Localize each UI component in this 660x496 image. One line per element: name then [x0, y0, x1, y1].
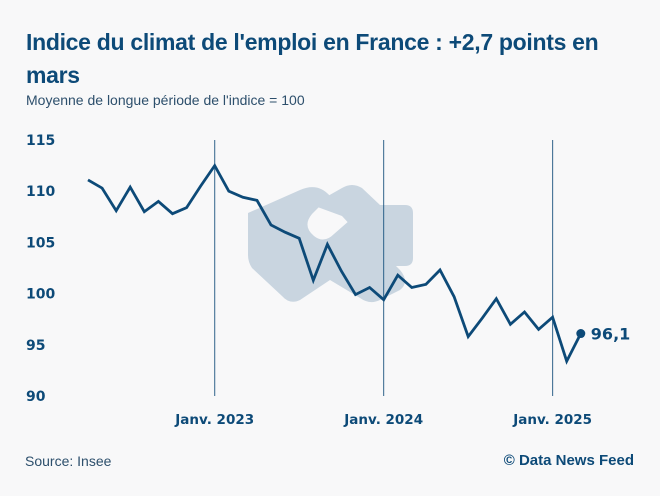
x-tick-label: Janv. 2024 — [343, 412, 423, 428]
data-point — [87, 179, 89, 181]
data-point — [270, 224, 272, 226]
data-point — [411, 286, 413, 288]
series-line — [87, 162, 583, 365]
data-point — [312, 279, 314, 281]
data-point — [298, 237, 300, 239]
last-value-label: 96,1 — [591, 325, 630, 344]
x-tick-label: Janv. 2023 — [174, 412, 254, 428]
data-point — [171, 213, 173, 215]
credit-note: © Data News Feed — [503, 452, 634, 469]
data-point — [284, 231, 286, 233]
data-point — [214, 164, 216, 166]
data-point — [185, 206, 187, 208]
data-point — [382, 299, 384, 301]
data-point — [101, 187, 103, 189]
data-point — [199, 185, 201, 187]
data-point — [354, 293, 356, 295]
last-value-dot — [576, 329, 586, 339]
chart-title: Indice du climat de l'emploi en France :… — [26, 29, 599, 88]
source-note: Source: Insee — [25, 453, 112, 469]
handshake-icon — [248, 185, 413, 303]
data-point — [340, 270, 342, 272]
y-tick-label: 105 — [26, 235, 55, 251]
data-point — [481, 317, 483, 319]
data-point — [467, 335, 469, 337]
data-point — [115, 209, 117, 211]
data-point — [143, 210, 145, 212]
data-point — [326, 243, 328, 245]
y-tick-label: 90 — [26, 389, 46, 405]
chart-subtitle: Moyenne de longue période de l'indice = … — [26, 92, 305, 108]
y-tick-label: 110 — [26, 184, 55, 200]
data-point — [537, 328, 539, 330]
data-point — [397, 274, 399, 276]
y-tick-label: 95 — [26, 338, 45, 354]
data-point — [509, 323, 511, 325]
x-tick-label: Janv. 2025 — [512, 412, 592, 428]
data-point — [129, 186, 131, 188]
data-point — [242, 196, 244, 198]
data-point — [523, 311, 525, 313]
data-point — [157, 200, 159, 202]
data-point — [425, 283, 427, 285]
data-point — [228, 190, 230, 192]
data-point — [551, 316, 553, 318]
data-point — [453, 295, 455, 297]
y-tick-label: 115 — [26, 133, 55, 149]
data-point — [439, 269, 441, 271]
data-point — [495, 298, 497, 300]
y-tick-label: 100 — [26, 287, 55, 303]
data-point — [256, 199, 258, 201]
data-point — [368, 286, 370, 288]
data-point — [566, 360, 568, 362]
